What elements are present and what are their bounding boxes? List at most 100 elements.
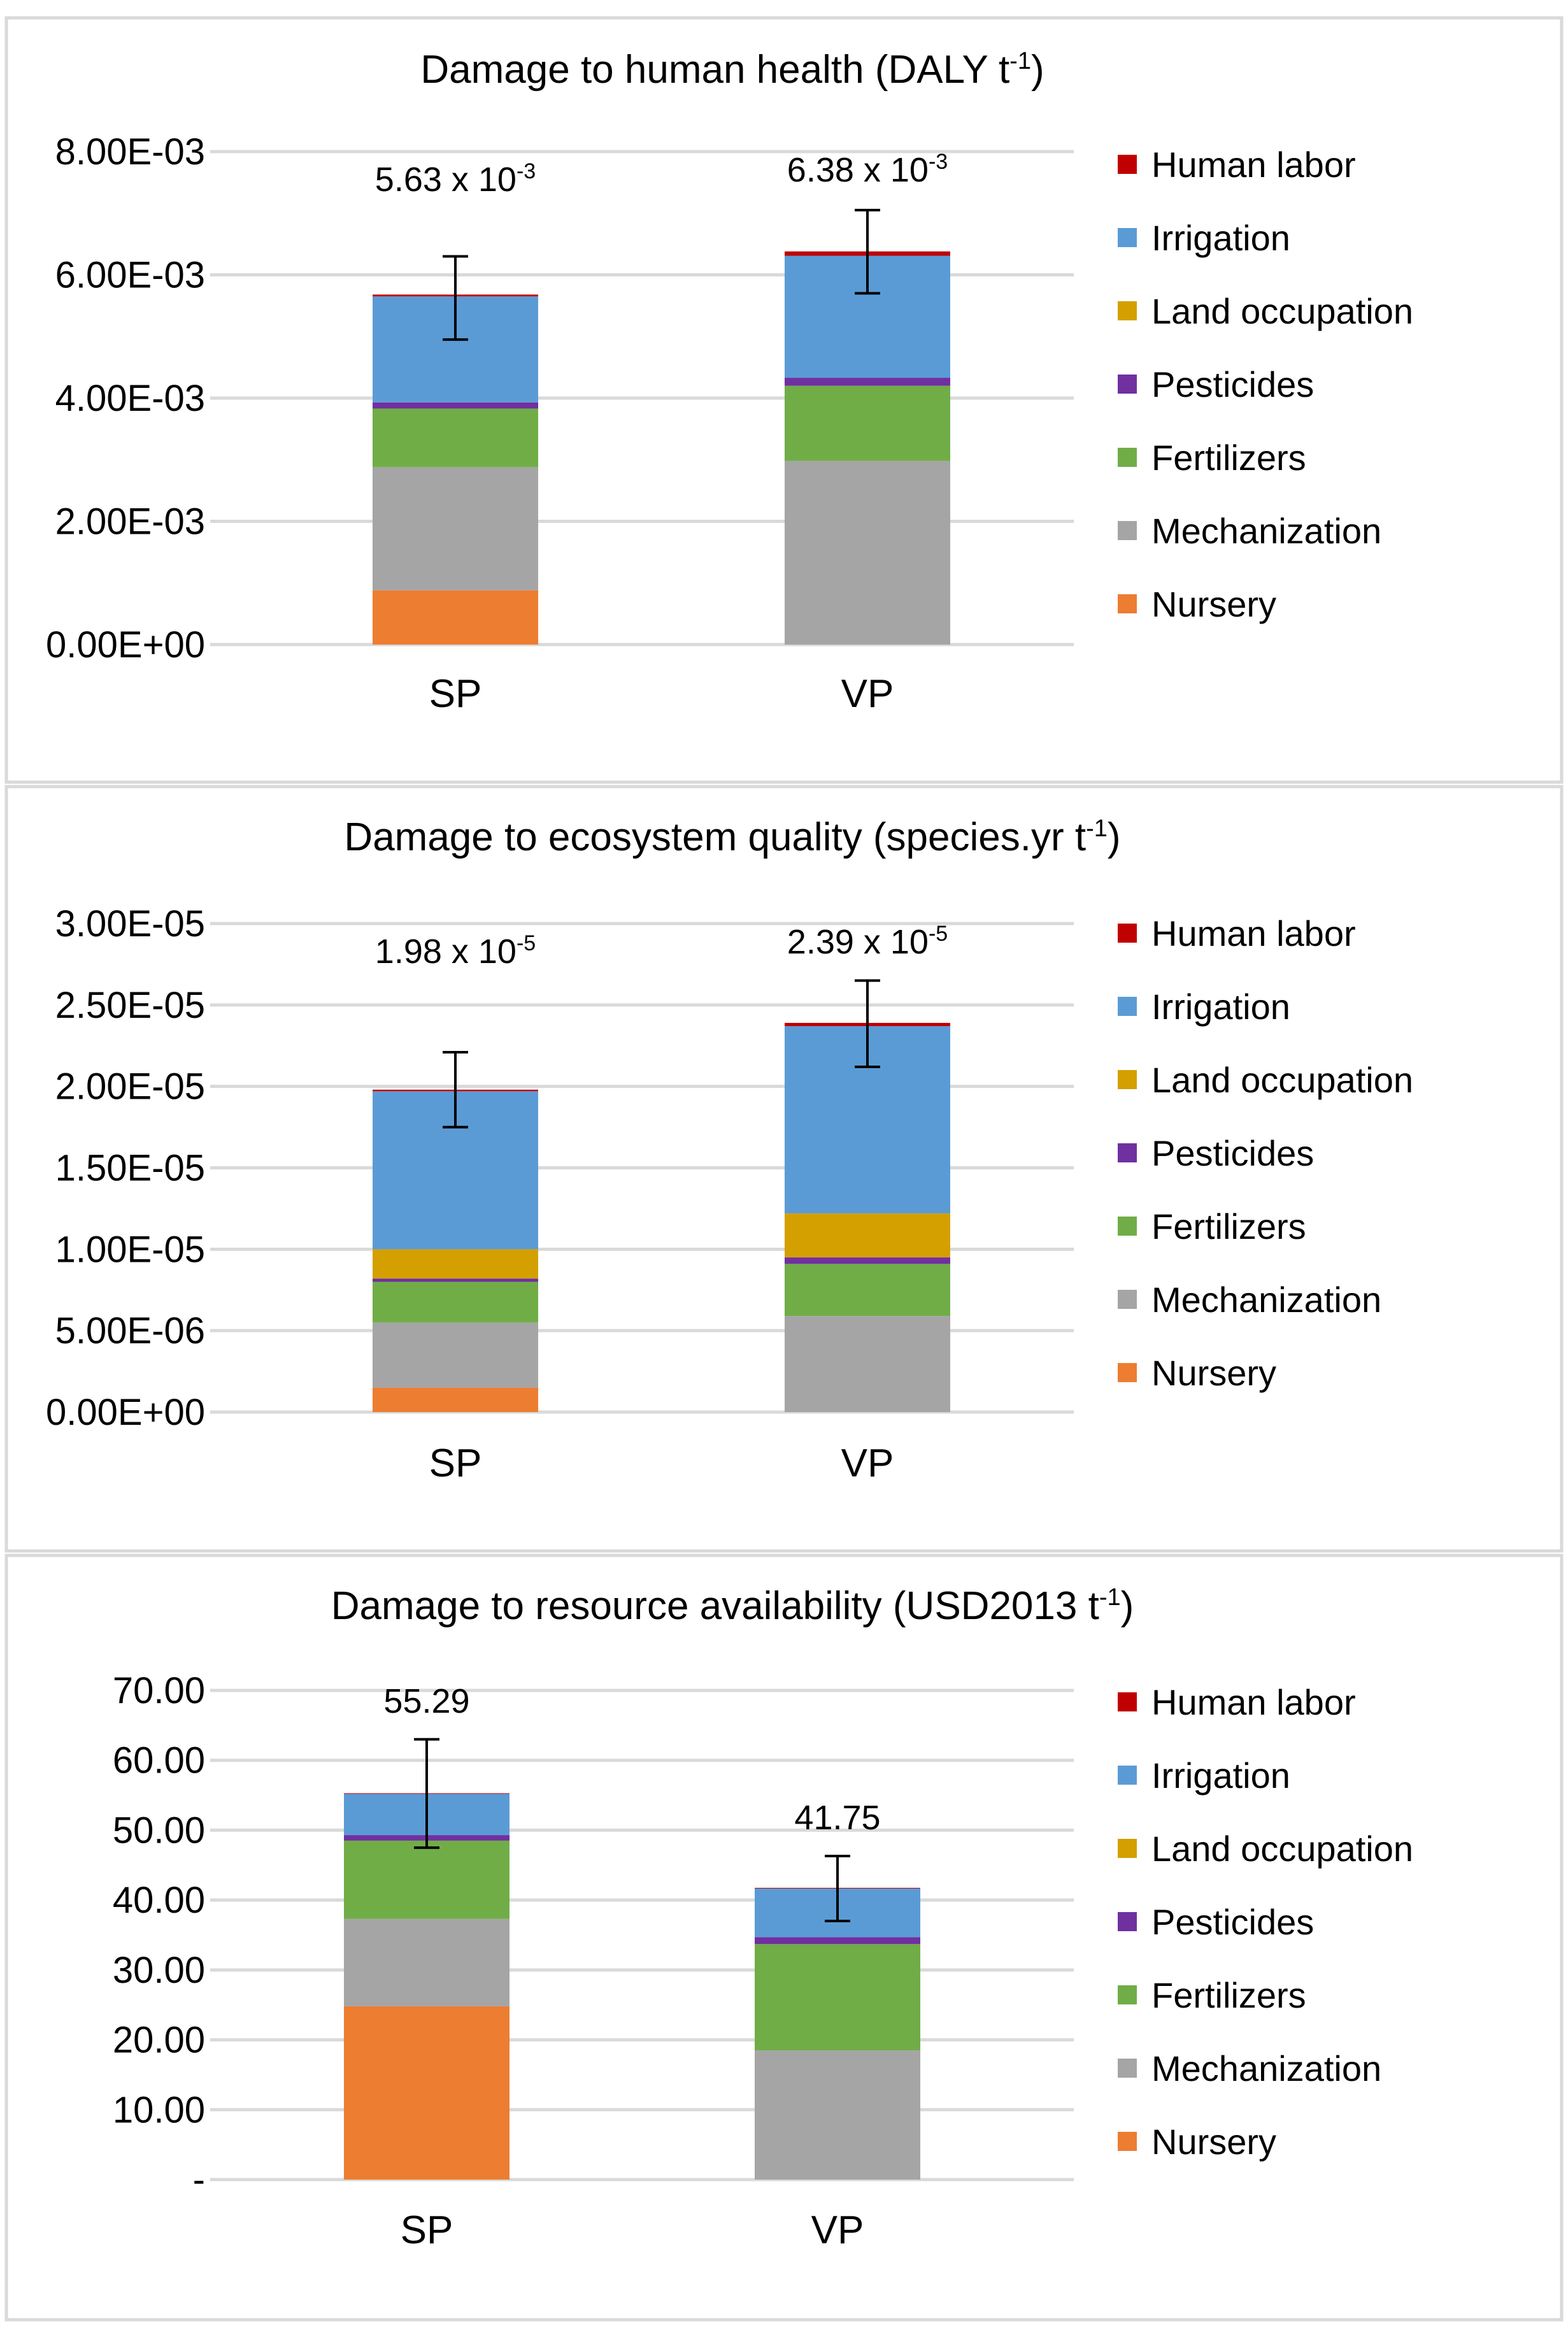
bar-segment-nursery-sp [373, 1387, 538, 1412]
legend-label: Human labor [1151, 145, 1356, 185]
legend-swatch-irrigation [1118, 997, 1137, 1016]
chart-title-end: ) [1121, 1584, 1134, 1628]
legend-label: Mechanization [1151, 2048, 1381, 2089]
chart-title: Damage to human health (DALY t-1) [420, 48, 1044, 92]
y-tick-label: 3.00E-05 [55, 903, 205, 945]
total-value: 55.29 [383, 1682, 469, 1720]
bar-segment-mechanization-vp [785, 1316, 950, 1412]
chart-title-main: Damage to resource availability (USD2013… [331, 1584, 1099, 1628]
bar-segment-mechanization-sp [344, 1918, 510, 2006]
y-tick-label: 0.00E+00 [46, 1392, 205, 1433]
legend-swatch-irrigation [1118, 228, 1137, 247]
panel-frame [4, 16, 1564, 784]
legend-swatch-fertilizers [1118, 1985, 1137, 2004]
total-exponent: -3 [517, 159, 536, 183]
total-label-vp: 2.39 x 10-5 [787, 922, 948, 961]
y-tick-label: 1.00E-05 [55, 1229, 205, 1270]
legend-swatch-mechanization [1118, 1290, 1137, 1309]
y-tick-label: 30.00 [113, 1950, 205, 1991]
bar-segment-pesticides-vp [785, 1257, 950, 1264]
x-category-label: VP [811, 2208, 864, 2252]
y-tick-label: 20.00 [113, 2020, 205, 2061]
bar-segment-pesticides-sp [373, 402, 538, 409]
bar-segment-nursery-sp [373, 590, 538, 645]
legend-label: Human labor [1151, 913, 1356, 953]
legend-label: Nursery [1151, 2122, 1276, 2162]
x-category-label: VP [841, 1441, 894, 1485]
bar-segment-pesticides-vp [785, 378, 950, 386]
legend-label: Nursery [1151, 1353, 1276, 1393]
bar-segment-mechanization-sp [373, 1322, 538, 1388]
legend-swatch-pesticides [1118, 1143, 1137, 1162]
bar-segment-mechanization-sp [373, 467, 538, 590]
legend-swatch-human-labor [1118, 155, 1137, 174]
y-tick-label: 2.00E-03 [55, 501, 205, 543]
total-exponent: -5 [517, 931, 536, 955]
chart-panel-3: Damage to resource availability (USD2013… [4, 1553, 1564, 2322]
bar-segment-land-occupation-sp [373, 1249, 538, 1279]
y-tick-label: 0.00E+00 [46, 624, 205, 666]
total-value: 5.63 x 10 [375, 161, 517, 199]
bar-segment-fertilizers-sp [373, 1282, 538, 1323]
chart-title-end: ) [1031, 48, 1044, 92]
legend-swatch-mechanization [1118, 521, 1137, 540]
x-category-label: VP [841, 672, 894, 716]
bar-segment-mechanization-vp [785, 461, 950, 645]
bar-segment-fertilizers-vp [755, 1944, 920, 2051]
y-tick-label: 70.00 [113, 1670, 205, 1711]
legend-label: Mechanization [1151, 511, 1381, 551]
legend-label: Pesticides [1151, 1133, 1314, 1173]
y-tick-label: 40.00 [113, 1880, 205, 1921]
legend-label: Pesticides [1151, 364, 1314, 404]
chart-title-superscript: -1 [1009, 48, 1031, 75]
chart-title-superscript: -1 [1086, 815, 1108, 842]
total-exponent: -5 [929, 922, 948, 946]
total-label-vp: 41.75 [794, 1799, 880, 1837]
total-label-sp: 55.29 [383, 1682, 469, 1720]
legend-label: Nursery [1151, 584, 1276, 624]
total-value: 2.39 x 10 [787, 923, 929, 961]
y-tick-label: 50.00 [113, 1810, 205, 1851]
y-tick-label: 60.00 [113, 1740, 205, 1782]
y-tick-label: 8.00E-03 [55, 131, 205, 173]
bar-segment-fertilizers-sp [373, 408, 538, 468]
total-value: 41.75 [794, 1799, 880, 1837]
legend-swatch-pesticides [1118, 375, 1137, 394]
total-label-sp: 5.63 x 10-3 [375, 159, 536, 199]
chart-title-superscript: -1 [1099, 1584, 1121, 1611]
legend-label: Land occupation [1151, 1829, 1413, 1869]
legend-label: Irrigation [1151, 218, 1290, 258]
y-tick-label: 10.00 [113, 2089, 205, 2131]
y-tick-label: 2.50E-05 [55, 985, 205, 1026]
total-value: 6.38 x 10 [787, 151, 929, 189]
chart-panel-2: Damage to ecosystem quality (species.yr … [4, 785, 1564, 1553]
legend-swatch-land-occupation [1118, 301, 1137, 320]
y-tick-label: 4.00E-03 [55, 378, 205, 419]
bar-segment-fertilizers-vp [785, 385, 950, 461]
legend-label: Irrigation [1151, 1755, 1290, 1796]
bar-segment-fertilizers-sp [344, 1840, 510, 1919]
total-exponent: -3 [929, 150, 948, 174]
legend-label: Fertilizers [1151, 438, 1306, 478]
bar-segment-land-occupation-vp [785, 1213, 950, 1258]
x-category-label: SP [401, 2208, 453, 2252]
chart-title-main: Damage to human health (DALY t [420, 48, 1009, 92]
chart-title: Damage to ecosystem quality (species.yr … [344, 815, 1120, 859]
chart-title-end: ) [1108, 815, 1121, 859]
legend-swatch-pesticides [1118, 1912, 1137, 1931]
legend-swatch-land-occupation [1118, 1070, 1137, 1089]
legend-swatch-human-labor [1118, 924, 1137, 943]
legend-swatch-nursery [1118, 1363, 1137, 1382]
legend-label: Fertilizers [1151, 1975, 1306, 2015]
legend-label: Fertilizers [1151, 1206, 1306, 1246]
y-tick-label: 6.00E-03 [55, 255, 205, 296]
legend-swatch-irrigation [1118, 1766, 1137, 1785]
total-value: 1.98 x 10 [375, 932, 517, 971]
legend-label: Irrigation [1151, 987, 1290, 1027]
chart-panel-1: Damage to human health (DALY t-1) 0.00E+0… [4, 16, 1564, 784]
legend-label: Land occupation [1151, 1060, 1413, 1100]
legend-label: Land occupation [1151, 291, 1413, 331]
legend-swatch-human-labor [1118, 1692, 1137, 1711]
legend-label: Human labor [1151, 1682, 1356, 1722]
